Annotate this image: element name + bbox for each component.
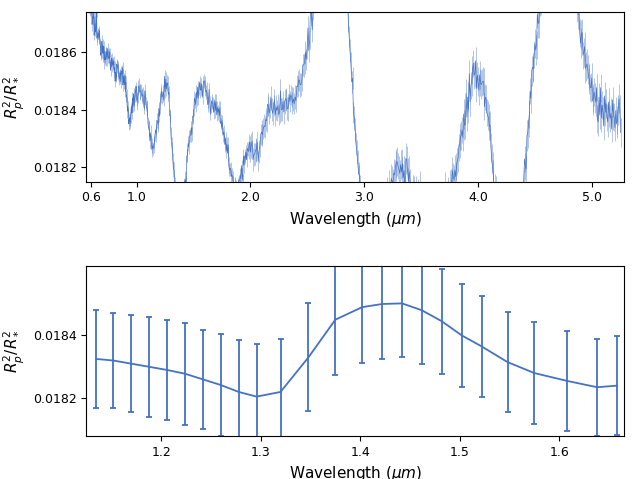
Y-axis label: $R_p^2/R_*^2$: $R_p^2/R_*^2$ [3, 329, 28, 373]
Y-axis label: $R_p^2/R_*^2$: $R_p^2/R_*^2$ [3, 75, 28, 119]
X-axis label: Wavelength ($\mu m$): Wavelength ($\mu m$) [289, 464, 422, 479]
X-axis label: Wavelength ($\mu m$): Wavelength ($\mu m$) [289, 210, 422, 229]
